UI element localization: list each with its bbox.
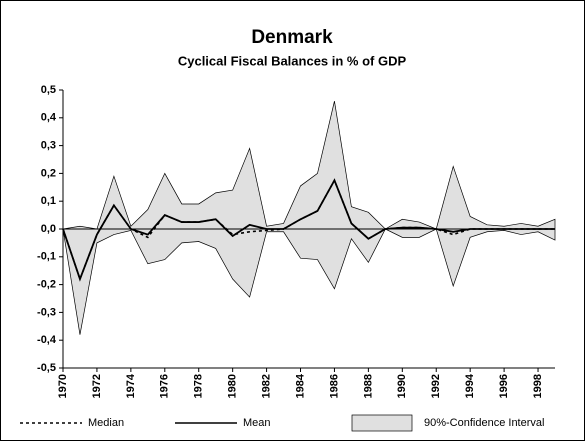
- series-line: [62, 178, 555, 282]
- y-tick-label: 0,5: [41, 84, 56, 96]
- y-tick-label: 0,2: [41, 167, 56, 179]
- legend-label: 90%-Confidence Interval: [424, 417, 544, 429]
- y-tick-label: -0,4: [37, 334, 57, 346]
- y-tick-label: 0,3: [41, 140, 56, 152]
- y-tick-label: -0,5: [37, 362, 56, 374]
- x-tick-label: 1992: [430, 374, 442, 398]
- chart-title: Denmark: [251, 27, 333, 48]
- legend-label: Median: [88, 417, 124, 429]
- y-tick-label: 0,1: [41, 195, 56, 207]
- y-tick-label: -0,3: [37, 306, 56, 318]
- x-tick-label: 1972: [91, 374, 103, 398]
- x-tick-label: 1996: [498, 374, 510, 398]
- x-tick-label: 1988: [362, 374, 374, 398]
- y-tick-label: -0,2: [37, 279, 56, 291]
- y-tick-label: 0,0: [41, 223, 56, 235]
- legend-label: Mean: [243, 417, 271, 429]
- chart-subtitle: Cyclical Fiscal Balances in % of GDP: [178, 53, 407, 68]
- x-tick-label: 1970: [57, 374, 69, 398]
- x-tick-label: 1980: [227, 374, 239, 398]
- x-tick-label: 1998: [532, 374, 544, 398]
- x-tick-label: 1990: [396, 374, 408, 398]
- x-tick-label: 1976: [159, 374, 171, 398]
- x-tick-label: 1974: [125, 373, 137, 398]
- x-tick-label: 1986: [328, 374, 340, 398]
- x-tick-label: 1982: [260, 374, 272, 398]
- y-tick-label: 0,4: [41, 112, 57, 124]
- x-tick-label: 1978: [193, 374, 205, 398]
- x-tick-label: 1994: [464, 373, 476, 398]
- legend-swatch: [351, 414, 413, 432]
- y-tick-label: -0,1: [37, 251, 56, 263]
- x-tick-label: 1984: [294, 373, 306, 398]
